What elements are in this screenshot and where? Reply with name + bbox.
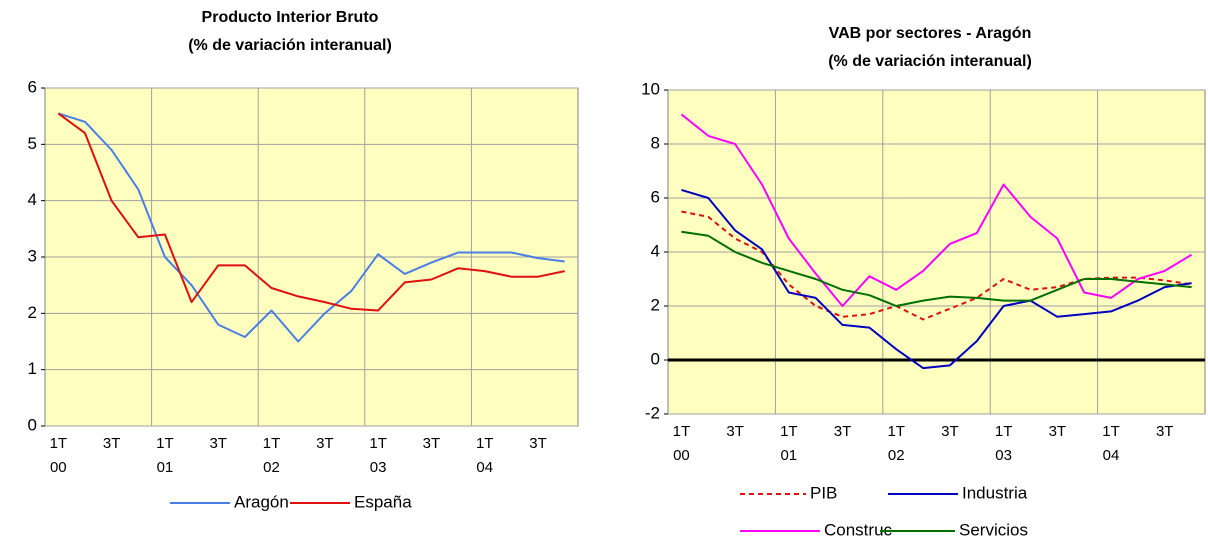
chart-title: VAB por sectores - Aragón <box>829 25 1032 42</box>
x-tick-label: 1T 02 <box>263 435 281 476</box>
x-tick-label: 3T <box>529 435 547 452</box>
legend-label: España <box>354 492 412 511</box>
x-tick-label: 1T 01 <box>780 423 798 464</box>
y-tick-label: 8 <box>651 133 660 152</box>
chart-title: (% de variación interanual) <box>828 53 1032 70</box>
series-line <box>681 210 1192 321</box>
y-tick-label: 0 <box>28 415 37 434</box>
y-tick-label: 6 <box>651 187 660 206</box>
series-line <box>57 112 565 312</box>
y-tick-label: 1 <box>28 359 37 378</box>
y-tick-label: 3 <box>28 246 37 265</box>
y-tick-label: -2 <box>645 403 660 422</box>
series-line <box>680 113 1193 307</box>
x-tick-label: 3T <box>1156 423 1174 440</box>
chart-title: Producto Interior Bruto <box>202 9 379 26</box>
x-tick-label: 1T 03 <box>369 435 387 476</box>
x-tick-label: 3T <box>834 423 852 440</box>
x-tick-label: 1T 00 <box>50 435 68 476</box>
x-tick-label: 1T 02 <box>887 423 905 464</box>
series-line <box>57 112 565 343</box>
y-tick-label: 2 <box>28 303 37 322</box>
x-tick-label: 3T <box>316 435 334 452</box>
series-line <box>681 188 1192 370</box>
y-tick-label: 6 <box>28 77 37 96</box>
legend-label: PIB <box>810 483 837 502</box>
y-tick-label: 4 <box>651 241 660 260</box>
x-tick-label: 1T 04 <box>1102 423 1120 464</box>
x-tick-label: 1T 00 <box>673 423 691 464</box>
series-line <box>681 230 1192 307</box>
y-tick-label: 2 <box>651 295 660 314</box>
y-tick-label: 10 <box>641 79 660 98</box>
x-tick-label: 1T 01 <box>156 435 174 476</box>
legend-label: Construc <box>824 520 893 539</box>
y-tick-label: 0 <box>651 349 660 368</box>
chart-title: (% de variación interanual) <box>188 37 392 54</box>
x-tick-label: 3T <box>726 423 744 440</box>
x-tick-label: 3T <box>423 435 441 452</box>
x-tick-label: 1T 04 <box>476 435 494 476</box>
x-tick-label: 3T <box>209 435 227 452</box>
y-tick-label: 5 <box>28 134 37 153</box>
x-tick-label: 3T <box>1049 423 1067 440</box>
x-tick-label: 1T 03 <box>995 423 1013 464</box>
legend-label: Industria <box>962 483 1028 502</box>
legend-label: Servicios <box>959 520 1028 539</box>
x-tick-label: 3T <box>941 423 959 440</box>
x-tick-label: 3T <box>103 435 121 452</box>
legend-label: Aragón <box>234 492 289 511</box>
y-tick-label: 4 <box>28 190 37 209</box>
